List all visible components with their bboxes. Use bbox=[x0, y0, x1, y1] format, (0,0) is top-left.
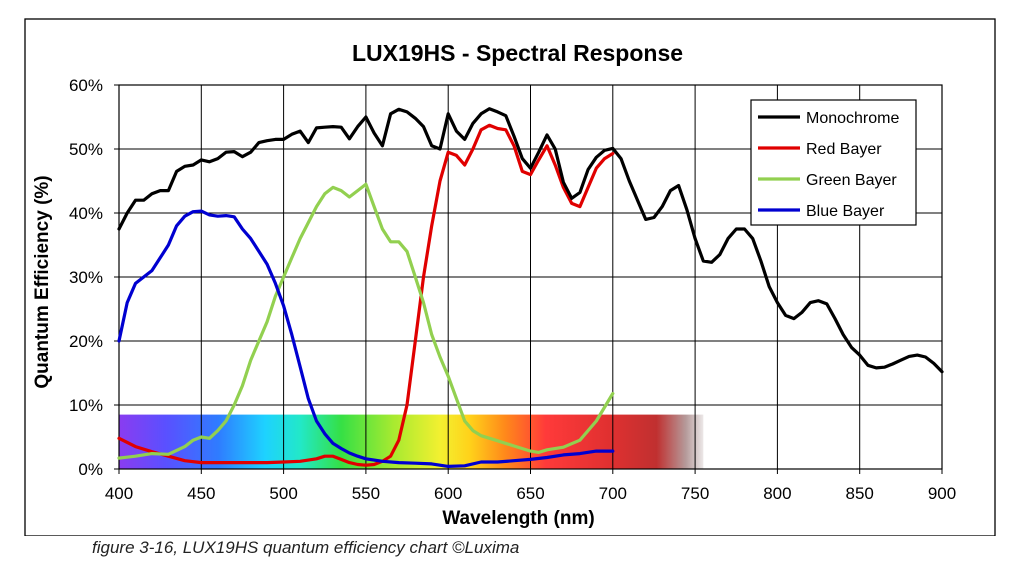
y-tick-label: 20% bbox=[69, 332, 103, 351]
y-tick-label: 10% bbox=[69, 396, 103, 415]
figure-caption: figure 3-16, LUX19HS quantum efficiency … bbox=[92, 538, 520, 557]
y-axis-label: Quantum Efficiency (%) bbox=[32, 175, 53, 388]
y-tick-label: 0% bbox=[78, 460, 103, 479]
chart-title: LUX19HS - Spectral Response bbox=[352, 40, 683, 66]
x-tick-label: 700 bbox=[599, 484, 627, 503]
x-axis-label: Wavelength (nm) bbox=[442, 508, 594, 529]
legend-entry: Red Bayer bbox=[806, 141, 882, 158]
y-tick-label: 40% bbox=[69, 204, 103, 223]
series-line-monochrome bbox=[117, 107, 944, 374]
series-line-red-bayer bbox=[117, 123, 615, 467]
legend-entry: Green Bayer bbox=[806, 172, 897, 189]
x-tick-label: 850 bbox=[846, 484, 874, 503]
series-line-blue-bayer bbox=[117, 209, 615, 468]
series-line-green-bayer bbox=[117, 182, 615, 460]
x-tick-label: 650 bbox=[516, 484, 544, 503]
legend bbox=[750, 99, 917, 226]
y-tick-label: 60% bbox=[69, 76, 103, 95]
x-tick-label: 800 bbox=[763, 484, 791, 503]
visible-spectrum-band bbox=[119, 414, 704, 469]
legend-entry: Monochrome bbox=[806, 110, 899, 127]
x-tick-label: 450 bbox=[187, 484, 215, 503]
x-tick-label: 600 bbox=[434, 484, 462, 503]
x-tick-label: 500 bbox=[269, 484, 297, 503]
x-tick-label: 750 bbox=[681, 484, 709, 503]
x-tick-label: 900 bbox=[928, 484, 956, 503]
spectral-response-chart: 400 450 500 550 600 650 700 750 800 850 900 0% 10% 20… bbox=[24, 18, 996, 536]
x-tick-label: 400 bbox=[105, 484, 133, 503]
x-tick-label: 550 bbox=[352, 484, 380, 503]
y-tick-label: 50% bbox=[69, 140, 103, 159]
y-tick-label: 30% bbox=[69, 268, 103, 287]
legend-entry: Blue Bayer bbox=[806, 203, 885, 220]
